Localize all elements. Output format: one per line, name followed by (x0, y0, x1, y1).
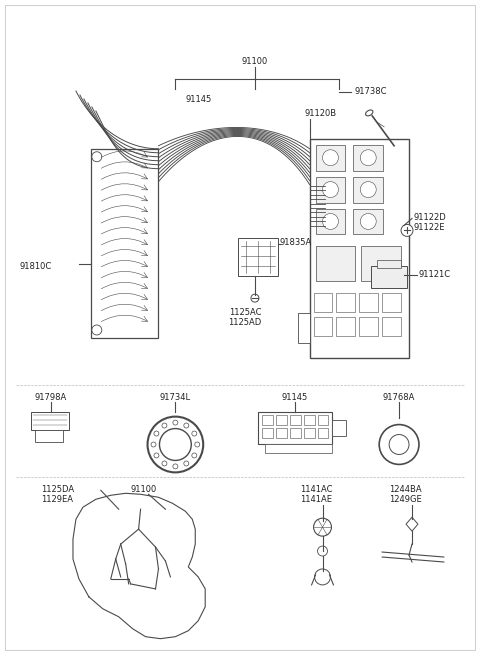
Bar (238, 238, 278, 276)
Circle shape (173, 420, 178, 425)
Text: 91798A: 91798A (35, 393, 67, 402)
Text: 1141AE: 1141AE (300, 495, 332, 504)
Circle shape (162, 461, 167, 466)
Circle shape (192, 431, 197, 436)
Bar (31, 411, 69, 430)
Circle shape (323, 214, 338, 229)
Bar (315, 177, 346, 202)
Circle shape (323, 181, 338, 198)
Text: 1125DA: 1125DA (41, 485, 74, 495)
Bar (315, 246, 355, 281)
Circle shape (251, 294, 259, 302)
Bar (336, 317, 355, 336)
Bar (258, 411, 333, 443)
Circle shape (151, 442, 156, 447)
Bar (353, 145, 383, 171)
Bar (304, 428, 314, 438)
Text: 91122D: 91122D (414, 214, 447, 223)
Circle shape (184, 423, 189, 428)
Text: 1125AD: 1125AD (228, 318, 262, 327)
Bar (318, 428, 328, 438)
Bar (290, 415, 300, 424)
Circle shape (92, 325, 102, 335)
Circle shape (173, 464, 178, 469)
Bar (353, 177, 383, 202)
Circle shape (360, 150, 376, 166)
Circle shape (313, 518, 332, 536)
Text: 91835A: 91835A (280, 238, 312, 248)
Bar (304, 415, 314, 424)
Text: 1129EA: 1129EA (41, 495, 73, 504)
Text: 91145: 91145 (185, 95, 212, 104)
Text: 91768A: 91768A (383, 393, 415, 402)
Bar (361, 246, 401, 281)
Bar (313, 293, 333, 312)
Bar (382, 293, 401, 312)
Bar (265, 443, 333, 453)
Circle shape (318, 546, 327, 556)
Bar (360, 293, 378, 312)
Bar (276, 415, 287, 424)
Bar (360, 317, 378, 336)
Text: 1249GE: 1249GE (389, 495, 422, 504)
Text: 91738C: 91738C (354, 87, 387, 96)
Circle shape (192, 453, 197, 458)
Ellipse shape (366, 110, 373, 116)
Text: 91121C: 91121C (419, 271, 451, 279)
Bar (315, 145, 346, 171)
Circle shape (360, 214, 376, 229)
Text: 1141AC: 1141AC (300, 485, 332, 495)
Bar (318, 415, 328, 424)
Text: 91100: 91100 (131, 485, 157, 495)
Text: 1125AC: 1125AC (229, 308, 261, 317)
Circle shape (314, 569, 330, 585)
Bar (298, 313, 310, 343)
Text: 91100: 91100 (242, 57, 268, 66)
Circle shape (162, 423, 167, 428)
Text: 91145: 91145 (282, 393, 308, 402)
Circle shape (147, 417, 203, 472)
Circle shape (195, 442, 200, 447)
Circle shape (184, 461, 189, 466)
Circle shape (360, 181, 376, 198)
Circle shape (92, 152, 102, 162)
Bar (35, 430, 63, 441)
Bar (310, 139, 409, 358)
Bar (262, 415, 273, 424)
Circle shape (159, 428, 192, 460)
Bar (353, 208, 383, 234)
Circle shape (389, 434, 409, 455)
Text: 91810C: 91810C (19, 262, 51, 271)
Circle shape (154, 453, 159, 458)
Circle shape (154, 431, 159, 436)
Circle shape (379, 424, 419, 464)
Text: 1244BA: 1244BA (389, 485, 422, 495)
Bar (290, 428, 300, 438)
Circle shape (323, 150, 338, 166)
Bar (377, 260, 401, 269)
Text: 91734L: 91734L (160, 393, 191, 402)
Circle shape (401, 225, 413, 236)
Bar (91, 149, 158, 338)
Bar (313, 317, 333, 336)
Text: 91122E: 91122E (414, 223, 445, 233)
Polygon shape (406, 517, 418, 531)
Bar (336, 293, 355, 312)
Bar (333, 420, 347, 436)
Bar (276, 428, 287, 438)
Bar (371, 267, 407, 288)
Bar (262, 428, 273, 438)
Bar (315, 208, 346, 234)
Text: 91120B: 91120B (305, 109, 337, 118)
Bar (382, 317, 401, 336)
